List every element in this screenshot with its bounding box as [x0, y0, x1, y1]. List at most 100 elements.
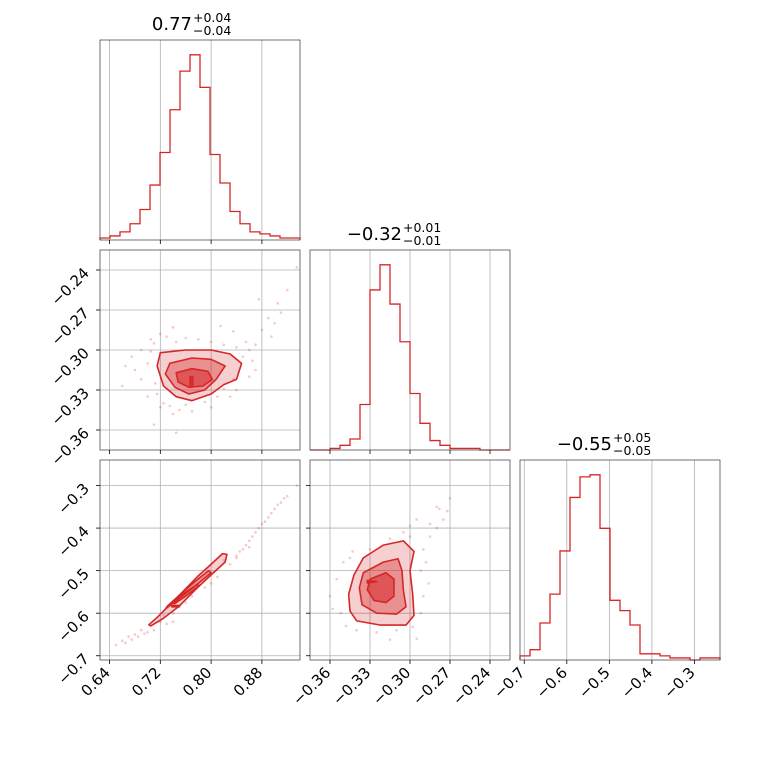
param-err-plus: +0.01	[403, 220, 441, 235]
scatter-point	[427, 582, 430, 585]
scatter-point	[348, 556, 352, 560]
hist-grid-1	[109, 40, 263, 240]
scatter-point	[342, 560, 345, 564]
scatter-point	[143, 632, 146, 635]
scatter-point	[254, 531, 257, 534]
scatter-point	[375, 631, 378, 634]
scatter-point	[133, 368, 137, 372]
scatter-point	[153, 382, 157, 385]
y-tick-label: −0.36	[48, 424, 93, 469]
contour-level-4	[366, 579, 378, 584]
scatter-point	[446, 509, 449, 513]
scatter-point	[257, 298, 261, 301]
scatter-point	[442, 518, 445, 521]
scatter-point	[408, 535, 412, 538]
scatter-point	[146, 631, 149, 634]
y-tick-label: −0.4	[54, 522, 92, 560]
x-tick-label: 0.88	[230, 664, 266, 700]
scatter-point	[114, 643, 118, 647]
scatter-point	[139, 348, 143, 352]
scatter-point	[235, 388, 238, 392]
scatter-point	[159, 406, 162, 409]
x-tick-label: −0.24	[449, 664, 494, 709]
scatter-point	[270, 335, 273, 338]
scatter-point	[232, 330, 235, 333]
param-err-minus: −0.04	[193, 23, 231, 38]
scatter-point	[282, 496, 286, 500]
y-tick-label: −0.5	[54, 565, 92, 603]
scatter-point	[235, 554, 238, 558]
scatter-point	[344, 624, 348, 628]
scatter-point	[235, 556, 238, 560]
y-tick-label: −0.3	[54, 480, 92, 518]
scatter-point	[335, 577, 338, 581]
scatter-point	[190, 410, 194, 413]
scatter-point	[247, 545, 251, 549]
scatter-point	[244, 543, 248, 547]
x-tick-label: −0.6	[533, 664, 571, 702]
scatter-2	[114, 484, 299, 647]
scatter-point	[152, 628, 156, 632]
scatter-point	[286, 288, 289, 292]
scatter-point	[419, 569, 422, 572]
scatter-point	[279, 311, 283, 314]
scatter-point	[247, 375, 251, 378]
contour-level-3	[175, 367, 214, 389]
contour-level-4	[189, 375, 194, 387]
scatter-point	[124, 641, 127, 645]
scatter-point	[260, 522, 264, 526]
panel-grid-2	[100, 460, 300, 660]
scatter-point	[428, 522, 432, 526]
scatter-point	[235, 346, 238, 349]
scatter-point	[209, 582, 213, 585]
scatter-point	[162, 614, 165, 617]
x-tick-label: −0.3	[660, 664, 698, 702]
y-tick-label: −0.30	[48, 344, 93, 389]
scatter-point	[222, 558, 226, 562]
scatter-point	[251, 535, 254, 538]
scatter-point	[238, 550, 241, 553]
param-median: −0.55	[557, 434, 612, 455]
y-tick-label: −0.33	[48, 384, 93, 429]
scatter-point	[174, 340, 178, 344]
scatter-point	[127, 635, 130, 638]
scatter-point	[295, 266, 299, 269]
scatter-point	[419, 611, 422, 615]
scatter-point	[422, 548, 425, 551]
histogram-3	[519, 474, 721, 661]
contour-level-3	[366, 571, 395, 604]
scatter-point	[331, 607, 334, 611]
scatter-point	[355, 628, 358, 632]
scatter-point	[139, 378, 143, 381]
param-median: −0.32	[347, 224, 402, 245]
scatter-point	[171, 611, 175, 615]
scatter-point	[408, 524, 412, 528]
scatter-point	[174, 431, 178, 434]
param-title-1: 0.77 +0.04−0.04	[152, 10, 231, 38]
scatter-point	[270, 511, 273, 515]
scatter-point	[251, 359, 254, 362]
scatter-point	[428, 535, 432, 538]
scatter-point	[171, 412, 175, 416]
scatter-point	[146, 395, 149, 398]
scatter-point	[254, 343, 257, 346]
scatter-point	[448, 496, 452, 500]
scatter-point	[136, 635, 140, 638]
hist-panel-1	[99, 39, 301, 241]
scatter-1	[120, 266, 299, 434]
scatter-point	[228, 395, 232, 398]
scatter-panel-2	[99, 459, 301, 661]
scatter-point	[165, 335, 168, 338]
scatter-point	[216, 575, 219, 579]
histogram-1	[99, 54, 301, 240]
scatter-point	[241, 548, 245, 551]
param-err-minus: −0.05	[613, 443, 651, 458]
scatter-point	[184, 601, 188, 604]
scatter-point	[435, 526, 438, 530]
scatter-point	[295, 484, 299, 487]
scatter-point	[209, 406, 213, 409]
scatter-point	[149, 350, 153, 353]
scatter-point	[276, 503, 280, 506]
x-tick-label: −0.33	[329, 664, 374, 709]
histogram-2	[310, 264, 510, 451]
